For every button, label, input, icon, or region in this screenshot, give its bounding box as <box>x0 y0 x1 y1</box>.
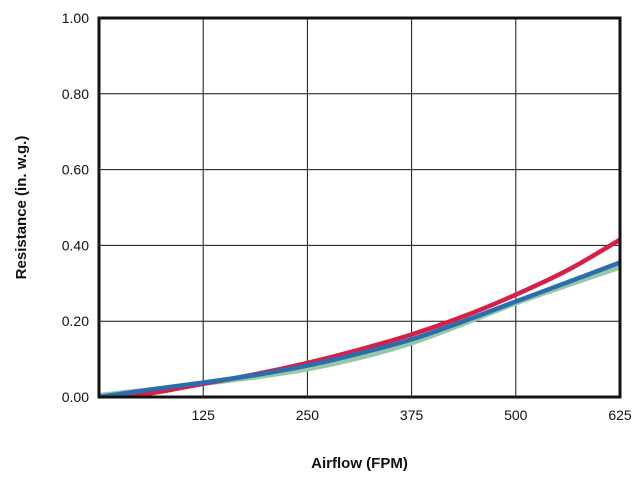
y-tick-label: 0.00 <box>62 389 89 405</box>
y-tick-label: 1.00 <box>62 10 89 26</box>
x-tick-label: 125 <box>192 407 216 423</box>
y-tick-labels: 0.00 0.20 0.40 0.60 0.80 1.00 <box>62 10 89 405</box>
series-lines <box>99 237 620 397</box>
y-axis-title: Resistance (in. w.g.) <box>13 136 30 280</box>
x-tick-label: 500 <box>504 407 528 423</box>
grid-lines <box>99 17 621 398</box>
y-tick-label: 0.60 <box>62 162 89 178</box>
series-line-1 <box>99 265 620 397</box>
x-axis-title: Airflow (FPM) <box>311 455 408 472</box>
y-tick-label: 0.20 <box>62 313 89 329</box>
x-tick-label: 375 <box>400 407 424 423</box>
x-tick-labels: 125 250 375 500 625 <box>192 407 632 423</box>
x-tick-label: 250 <box>296 407 320 423</box>
x-tick-label: 625 <box>608 407 632 423</box>
plot-frame <box>97 16 622 399</box>
series-line-2 <box>99 237 620 397</box>
y-tick-label: 0.40 <box>62 237 89 253</box>
y-tick-label: 0.80 <box>62 86 89 102</box>
series-line-3 <box>99 260 620 397</box>
